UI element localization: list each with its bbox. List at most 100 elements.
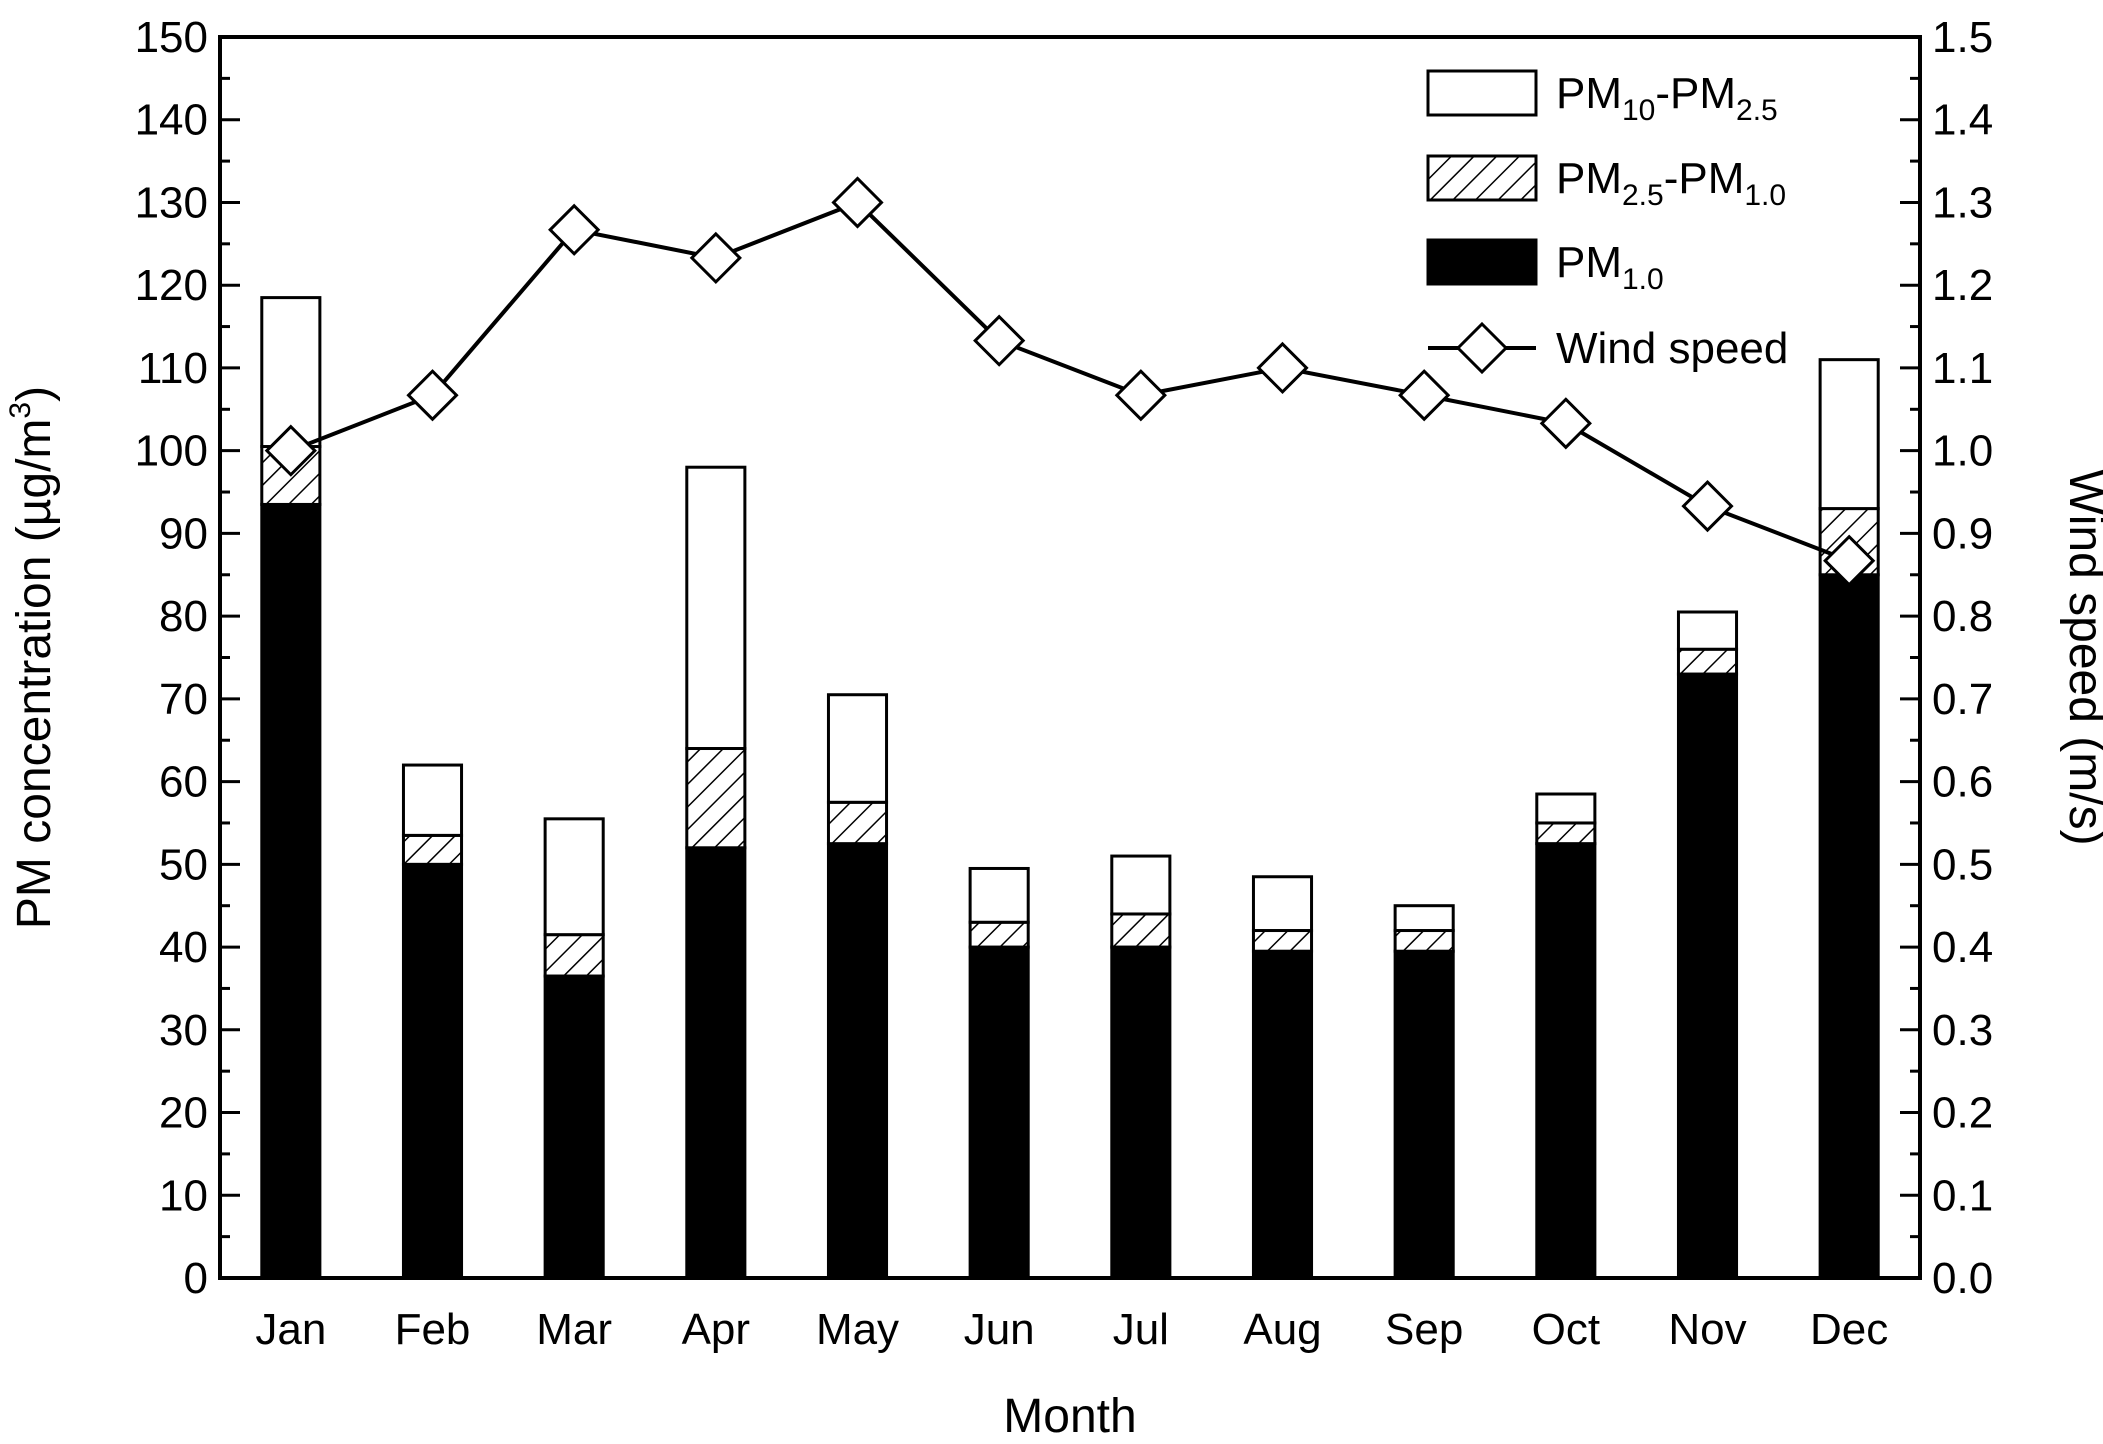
wind-speed-point-mar bbox=[548, 203, 601, 256]
left-tick-label: 0 bbox=[184, 1254, 208, 1303]
wind-speed-point-jul bbox=[1114, 369, 1167, 422]
left-tick-label: 150 bbox=[135, 13, 208, 62]
right-tick-label: 0.8 bbox=[1932, 592, 1993, 641]
bar-jun-pm10-pm2-5 bbox=[968, 866, 1030, 924]
left-tick-label: 60 bbox=[159, 758, 208, 807]
wind-speed-point-jun bbox=[973, 314, 1026, 367]
x-tick-label: Jul bbox=[1113, 1305, 1169, 1354]
bar-jun-pm2-5-pm1-0 bbox=[968, 920, 1030, 949]
x-tick-label: Apr bbox=[682, 1305, 750, 1354]
right-tick-label: 0.5 bbox=[1932, 840, 1993, 889]
bar-may-pm2-5-pm1-0 bbox=[826, 800, 889, 846]
wind-speed-point-dec bbox=[1823, 534, 1876, 587]
left-tick-label: 70 bbox=[159, 675, 208, 724]
bar-jul-pm2-5-pm1-0 bbox=[1110, 912, 1172, 949]
right-tick-label: 1.3 bbox=[1932, 178, 1993, 227]
left-tick-label: 30 bbox=[159, 1006, 208, 1055]
left-tick-label: 130 bbox=[135, 178, 208, 227]
x-axis-title: Month bbox=[1003, 1390, 1136, 1443]
legend-text-part: PM bbox=[1556, 238, 1622, 287]
bar-oct-pm1-0 bbox=[1535, 842, 1597, 1280]
plot-frame bbox=[218, 35, 1922, 1280]
right-tick-label: 0.3 bbox=[1932, 1006, 1993, 1055]
right-tick-label: 0.9 bbox=[1932, 509, 1993, 558]
y-axis-title-main: PM concentration (µg/m bbox=[8, 419, 61, 930]
left-tick-label: 90 bbox=[159, 509, 208, 558]
left-tick-label: 80 bbox=[159, 592, 208, 641]
bar-dec-pm10-pm2-5 bbox=[1818, 358, 1880, 511]
legend-text-part: -PM bbox=[1655, 69, 1736, 118]
x-tick-label: May bbox=[816, 1305, 899, 1354]
legend-marker-wind-speed bbox=[1455, 321, 1509, 375]
legend-swatch-pm2-5-pm1-0 bbox=[1426, 154, 1538, 202]
legend-label-pm10-pm2-5: PM10-PM2.5 bbox=[1556, 69, 1778, 127]
legend-subscript: 1.0 bbox=[1744, 179, 1786, 212]
bars-layer bbox=[260, 296, 1880, 1280]
bar-aug-pm2-5-pm1-0 bbox=[1251, 929, 1314, 953]
legend-label-pm1-0: PM1.0 bbox=[1556, 238, 1664, 296]
bar-feb-pm10-pm2-5 bbox=[401, 763, 464, 837]
legend-subscript: 1.0 bbox=[1622, 263, 1664, 296]
right-tick-label: 0.4 bbox=[1932, 923, 1993, 972]
right-tick-label: 1.5 bbox=[1932, 13, 1993, 62]
legend-swatch-pm1-0 bbox=[1426, 238, 1538, 286]
bar-jun-pm1-0 bbox=[968, 945, 1030, 1280]
wind-speed-point-aug bbox=[1256, 341, 1309, 395]
right-tick-label: 0.6 bbox=[1932, 758, 1993, 807]
x-tick-label: Nov bbox=[1668, 1305, 1746, 1354]
wind-speed-point-jan bbox=[264, 424, 317, 477]
right-tick-label: 0.7 bbox=[1932, 675, 1993, 724]
bar-mar-pm1-0 bbox=[543, 974, 605, 1280]
left-tick-label: 10 bbox=[159, 1171, 208, 1220]
bar-nov-pm2-5-pm1-0 bbox=[1676, 647, 1739, 676]
right-tick-label: 0.1 bbox=[1932, 1171, 1993, 1220]
bar-sep-pm1-0 bbox=[1393, 949, 1455, 1280]
wind-speed-layer bbox=[264, 176, 1876, 587]
legend-subscript: 2.5 bbox=[1622, 179, 1664, 212]
bar-jan-pm10-pm2-5 bbox=[260, 296, 322, 449]
bar-feb-pm1-0 bbox=[401, 862, 464, 1280]
left-tick-label: 140 bbox=[135, 96, 208, 145]
y2-axis-title: Wind speed (m/s) bbox=[2059, 469, 2103, 845]
bar-mar-pm2-5-pm1-0 bbox=[543, 933, 605, 978]
wind-speed-point-sep bbox=[1398, 369, 1451, 422]
bar-mar-pm10-pm2-5 bbox=[543, 817, 605, 937]
legend-text-part: PM bbox=[1556, 69, 1622, 118]
wind-speed-point-feb bbox=[406, 369, 459, 422]
bar-jul-pm1-0 bbox=[1110, 945, 1172, 1280]
x-tick-label: Aug bbox=[1243, 1305, 1321, 1354]
legend-text-part: -PM bbox=[1664, 154, 1745, 203]
legend-label-wind-speed: Wind speed bbox=[1556, 324, 1788, 373]
x-tick-label: Feb bbox=[395, 1305, 471, 1354]
left-tick-label: 50 bbox=[159, 840, 208, 889]
bar-aug-pm1-0 bbox=[1251, 949, 1314, 1280]
x-tick-label: Sep bbox=[1385, 1305, 1463, 1354]
bar-jul-pm10-pm2-5 bbox=[1110, 854, 1172, 916]
right-tick-label: 1.1 bbox=[1932, 344, 1993, 393]
y-axis-title-end: ) bbox=[8, 386, 61, 402]
left-tick-label: 20 bbox=[159, 1089, 208, 1138]
wind-speed-point-may bbox=[831, 176, 884, 229]
x-tick-label: Dec bbox=[1810, 1305, 1888, 1354]
bar-may-pm1-0 bbox=[826, 842, 889, 1280]
bar-jan-pm1-0 bbox=[260, 502, 322, 1280]
legend-label-pm2-5-pm1-0: PM2.5-PM1.0 bbox=[1556, 154, 1786, 212]
legend-subscript: 2.5 bbox=[1736, 94, 1778, 127]
right-tick-label: 0.0 bbox=[1932, 1254, 1993, 1303]
bar-apr-pm10-pm2-5 bbox=[685, 465, 747, 751]
bar-feb-pm2-5-pm1-0 bbox=[401, 833, 464, 866]
right-tick-label: 1.2 bbox=[1932, 261, 1993, 310]
right-tick-label: 0.2 bbox=[1932, 1089, 1993, 1138]
wind-speed-point-oct bbox=[1539, 397, 1592, 450]
wind-speed-point-apr bbox=[689, 231, 742, 285]
legend-text-part: PM bbox=[1556, 154, 1622, 203]
left-axis: 0 10 20 30 40 50 60 70 80 90 100 110 120 130 140 150 bbox=[135, 13, 240, 1303]
bar-oct-pm10-pm2-5 bbox=[1535, 792, 1597, 825]
bar-may-pm10-pm2-5 bbox=[826, 693, 889, 804]
wind-speed-point-nov bbox=[1681, 479, 1734, 533]
y-axis-title-sup: 3 bbox=[4, 402, 37, 419]
right-axis: 0.0 0.1 0.2 0.3 0.4 0.5 0.6 0.7 0.8 0.9 1.0 1.1 1.2 1… bbox=[1900, 13, 1993, 1303]
left-tick-label: 100 bbox=[135, 427, 208, 476]
